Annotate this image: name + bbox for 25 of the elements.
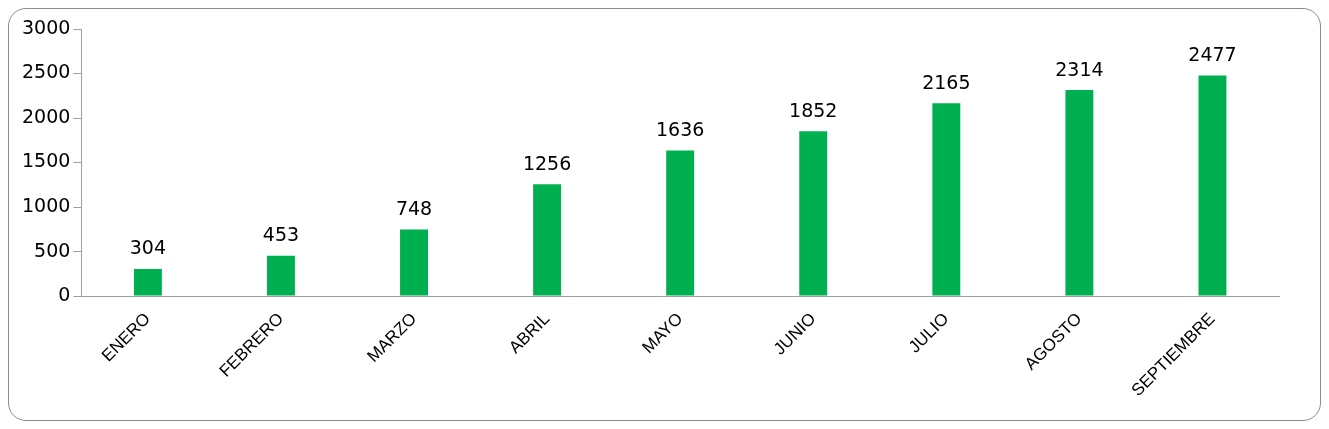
bar <box>1198 75 1227 296</box>
data-label: 1636 <box>656 117 705 140</box>
bar <box>666 150 695 296</box>
y-tick-label: 500 <box>34 238 71 261</box>
y-tick-label: 0 <box>58 283 71 306</box>
bar <box>533 184 562 296</box>
data-label: 748 <box>395 196 433 219</box>
bar <box>400 229 429 296</box>
bar <box>1065 90 1094 296</box>
y-tick-label: 1500 <box>21 149 71 172</box>
data-label: 453 <box>262 223 300 246</box>
bar <box>799 131 828 296</box>
y-tick-label: 2500 <box>21 60 71 83</box>
data-label: 2165 <box>922 70 971 93</box>
data-label: 304 <box>129 236 167 259</box>
y-tick-label: 1000 <box>21 194 71 216</box>
data-label: 2477 <box>1188 43 1237 65</box>
y-tick-label: 3000 <box>21 15 71 38</box>
y-tick-label: 2000 <box>21 104 71 127</box>
bar <box>932 103 961 296</box>
data-label: 1256 <box>522 151 572 174</box>
bar <box>133 269 162 296</box>
data-label: 2314 <box>1055 57 1104 80</box>
bar <box>266 255 295 296</box>
data-label: 1852 <box>789 98 838 121</box>
